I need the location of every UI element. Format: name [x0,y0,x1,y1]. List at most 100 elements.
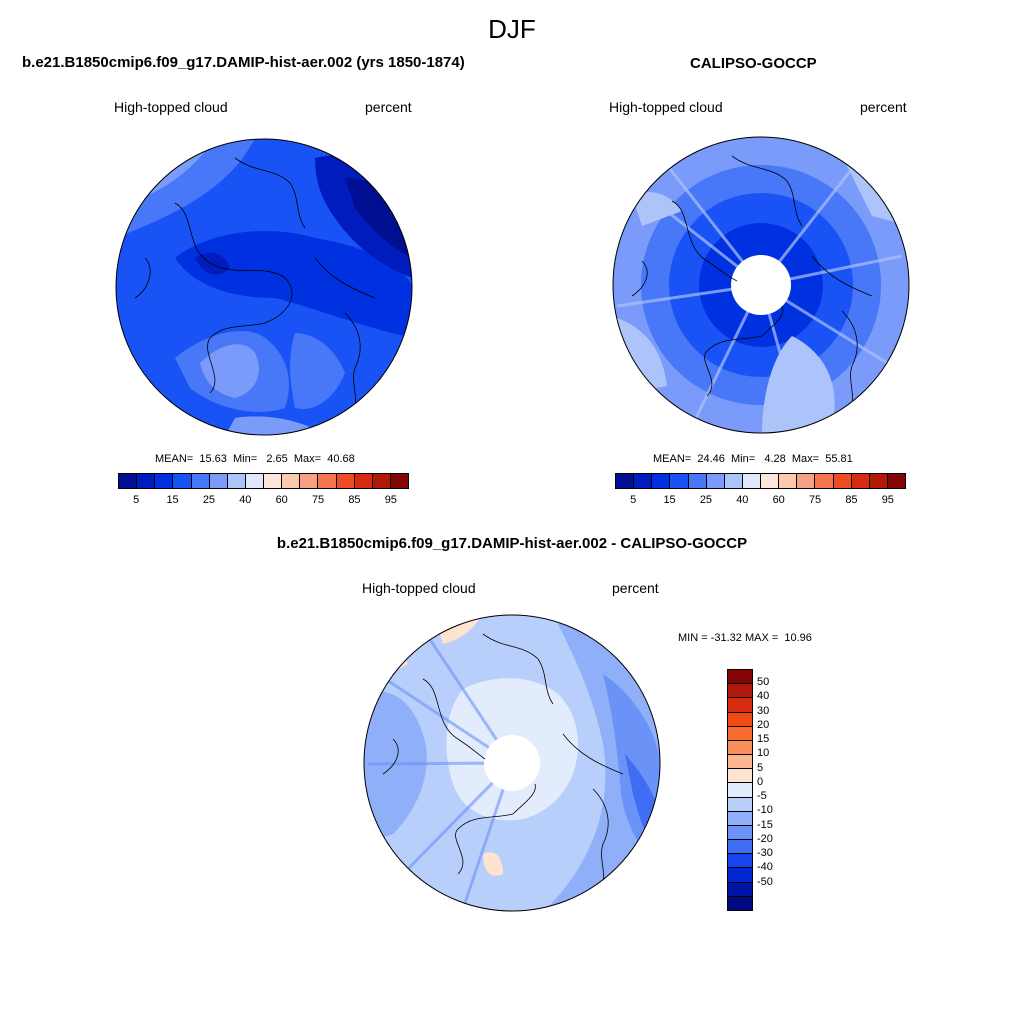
map-boundary [363,614,661,912]
colorbar-tick-label: 15 [663,494,676,506]
colorbar-tick-label: 10 [757,747,770,760]
max-label: Max= [791,453,820,465]
mean-value: 15.63 [199,453,227,465]
colorbar-swatch [741,474,760,488]
colorbar-tick-label: 40 [757,690,770,703]
colorbar-swatch [832,474,851,488]
colorbar-tick-label: 95 [881,494,894,506]
colorbar-swatch [389,474,408,488]
colorbar-swatch [728,895,752,910]
colorbar-swatch [814,474,833,488]
map-field [483,852,503,876]
colorbar-swatch [616,474,634,488]
mean-value: 24.46 [697,453,725,465]
colorbar-swatch [728,853,752,868]
panel-1-units: percent [365,99,412,115]
colorbar-swatch [728,782,752,797]
colorbar-swatch [371,474,390,488]
colorbar-swatch [728,697,752,712]
panel-1-stats: MEAN= 15.63 Min= 2.65 Max= 40.68 [155,453,355,465]
max-value: 40.68 [327,453,355,465]
mean-label: MEAN= [653,453,692,465]
colorbar-swatch [728,768,752,783]
panel-3-variable: High-topped cloud [362,580,476,596]
colorbar-swatch [728,670,752,684]
max-label: Max= [293,453,322,465]
colorbar-swatch [669,474,688,488]
colorbar-tick-label: 15 [166,494,179,506]
colorbar-tick-label: -50 [757,875,773,888]
min-label: Min= [731,453,756,465]
colorbar-tick-label: 40 [239,494,252,506]
map-field [175,230,412,338]
panel-3-title: b.e21.B1850cmip6.f09_g17.DAMIP-hist-aer.… [276,535,748,552]
colorbar-swatch [353,474,372,488]
panel-2-colorbar [615,473,906,489]
colorbar-tick-label: 60 [275,494,288,506]
colorbar-tick-label: 75 [311,494,325,506]
colorbar-swatch [728,867,752,882]
map-field [290,333,345,409]
colorbar-swatch [728,683,752,698]
panel-2-units: percent [860,99,907,115]
colorbar-swatch [633,474,652,488]
colorbar-tick-label: 85 [348,494,361,506]
colorbar-swatch [154,474,173,488]
colorbar-swatch [728,725,752,740]
colorbar-swatch [263,474,282,488]
panel-1-variable: High-topped cloud [114,99,228,115]
colorbar-swatch [244,474,263,488]
coastlines [631,155,873,412]
colorbar-swatch [728,711,752,726]
colorbar-swatch [760,474,779,488]
coastlines [382,633,624,890]
colorbar-swatch [728,754,752,769]
max-value: 55.81 [825,453,853,465]
colorbar-swatch [136,474,155,488]
mean-label: MEAN= [155,453,194,465]
colorbar-swatch [226,474,245,488]
panel-2-variable: High-topped cloud [609,99,723,115]
colorbar-swatch [868,474,887,488]
colorbar-tick-label: 50 [757,676,770,689]
colorbar-tick-label: 5 [630,494,637,506]
panel-1-polar-map [115,138,413,436]
panel-1-colorbar [118,473,409,489]
colorbar-swatch [651,474,670,488]
panel-2-stats: MEAN= 24.46 Min= 4.28 Max= 55.81 [653,453,853,465]
colorbar-swatch [728,796,752,811]
colorbar-swatch [172,474,191,488]
colorbar-tick-label: 15 [757,733,770,746]
colorbar-swatch [335,474,354,488]
colorbar-swatch [119,474,137,488]
colorbar-swatch [778,474,797,488]
map-boundary [115,138,413,436]
panel-2-polar-map [612,136,910,434]
colorbar-tick-label: -15 [757,818,773,831]
panel-3-units: percent [612,580,659,596]
colorbar-swatch [705,474,724,488]
colorbar-swatch [850,474,869,488]
colorbar-swatch [281,474,300,488]
colorbar-tick-label: 25 [699,494,713,506]
map-boundary [612,136,910,434]
colorbar-swatch [728,810,752,825]
map-field [762,336,835,433]
colorbar-swatch [728,839,752,854]
map-field [116,139,175,178]
colorbar-swatch [299,474,318,488]
colorbar-tick-label: 40 [736,494,749,506]
panel-3-colorbar [727,669,753,911]
colorbar-swatch [796,474,815,488]
colorbar-swatch [687,474,706,488]
panel-2-title: CALIPSO-GOCCP [690,55,817,72]
colorbar-tick-label: 20 [757,718,770,731]
min-label: Min= [233,453,258,465]
colorbar-swatch [728,739,752,755]
colorbar-tick-label: 25 [202,494,216,506]
colorbar-tick-label: -40 [757,861,773,874]
map-field [632,191,682,226]
map-field [364,691,427,844]
colorbar-tick-label: 30 [757,704,770,717]
min-value: 2.65 [266,453,288,465]
